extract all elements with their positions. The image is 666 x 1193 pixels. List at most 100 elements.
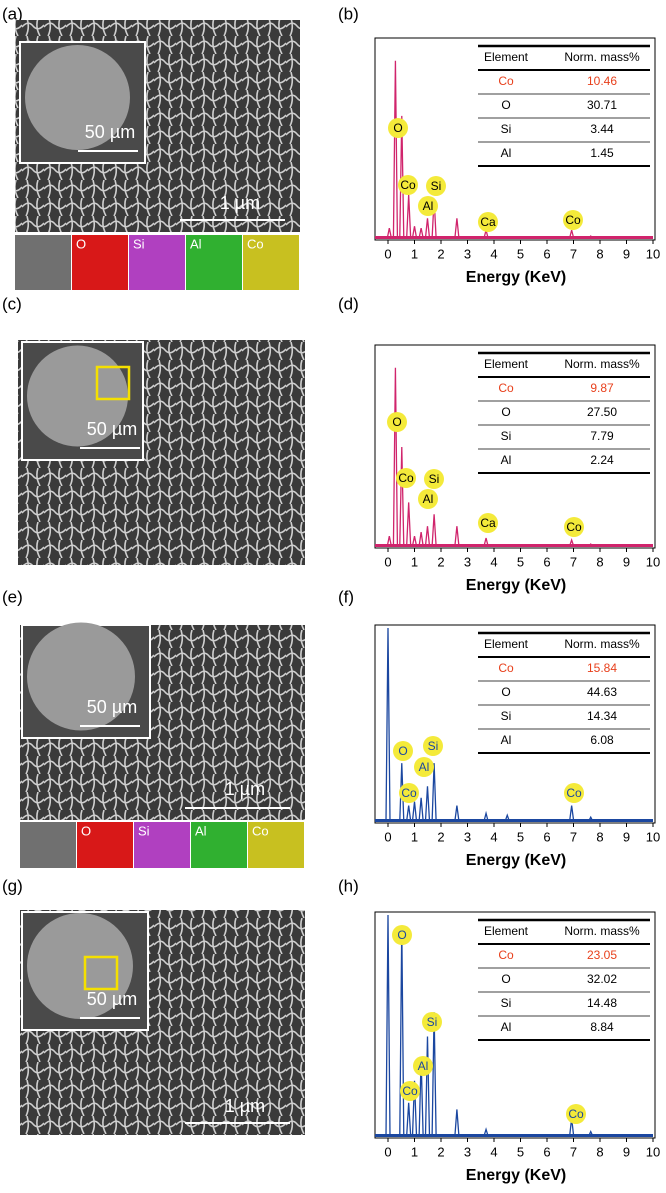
table-cell: 32.02 [587,972,617,986]
x-tick-label: 7 [570,829,577,844]
x-tick-label: 3 [464,554,471,569]
peak-label: O [398,744,407,758]
baseline [375,819,653,822]
baseline [375,1134,653,1137]
selection-box [95,365,131,401]
peak-marker [399,783,419,803]
map-label: Al [195,823,207,838]
table-cell: 3.44 [590,122,614,136]
peak-marker [418,196,438,216]
baseline [375,544,653,547]
x-tick-label: 10 [646,554,660,569]
peak-marker [418,489,438,509]
x-tick-label: 7 [570,554,577,569]
peak-marker [396,468,416,488]
table-cell: 27.50 [587,405,617,419]
x-tick-label: 9 [623,246,630,261]
x-tick-label: 3 [464,829,471,844]
map-tile [77,822,133,868]
spectrum [375,914,653,1137]
map-label: Co [247,236,264,251]
map-label: O [76,236,86,251]
map-tile [186,235,242,290]
x-tick-label: 2 [437,554,444,569]
x-tick-label: 6 [543,829,550,844]
peak-label: Co [568,1107,584,1121]
map-tile [72,235,128,290]
table-cell: 14.48 [587,996,617,1010]
particle [25,45,130,150]
plot-frame [374,911,656,1139]
peak-label: Co [566,786,582,800]
table-cell: 7.79 [590,429,614,443]
peak-label: Co [565,213,581,227]
map-label: O [81,823,91,838]
x-tick-label: 2 [437,1144,444,1159]
peak-marker [563,210,583,230]
peak-label: Co [566,520,582,534]
peak-label: Si [431,179,442,193]
table-header: Element [484,637,529,651]
panel-label: (g) [2,876,23,895]
x-tick-label: 1 [411,246,418,261]
x-tick-label: 5 [517,554,524,569]
table-cell: Co [498,381,514,395]
scale-label: 1 µm [225,1096,265,1116]
map-tile [129,235,185,290]
peak-marker [414,757,434,777]
peak-marker [423,736,443,756]
table-cell: 15.84 [587,661,617,675]
peak-marker [478,212,498,232]
peak-marker [388,118,408,138]
table-header: Element [484,357,529,371]
x-tick-label: 4 [490,829,497,844]
map-tile [20,822,76,868]
peak-marker [564,783,584,803]
table-cell: 6.08 [590,733,614,747]
peak-marker [398,175,418,195]
map-tile [243,235,299,290]
peak-label: Co [398,471,414,485]
x-tick-label: 1 [411,1144,418,1159]
x-tick-label: 5 [517,246,524,261]
peak-label: Al [423,199,434,213]
panel-label: (e) [2,587,23,606]
peak-marker [413,1056,433,1076]
table-cell: Al [501,146,512,160]
table-header: Norm. mass% [564,50,640,64]
peak-label: Al [418,1059,429,1073]
table-cell: Co [498,661,514,675]
x-tick-label: 8 [596,246,603,261]
x-axis-title: Energy (KeV) [466,852,566,869]
peak-label: Si [428,739,439,753]
peak-label: Co [401,786,417,800]
peak-label: Co [400,178,416,192]
x-tick-label: 10 [646,246,660,261]
x-tick-label: 0 [384,554,391,569]
x-tick-label: 1 [411,829,418,844]
baseline [375,236,653,239]
x-tick-label: 5 [517,1144,524,1159]
x-axis-title: Energy (KeV) [466,577,566,594]
scale-label: 1 µm [225,779,265,799]
x-tick-label: 7 [570,1144,577,1159]
panel-label: (d) [338,294,359,313]
x-tick-label: 7 [570,246,577,261]
plot-frame [374,37,656,241]
map-label: Co [252,823,269,838]
table-header: Element [484,50,529,64]
x-tick-label: 10 [646,1144,660,1159]
x-tick-label: 4 [490,1144,497,1159]
peak-marker [392,925,412,945]
table-cell: O [501,405,510,419]
table-cell: 8.84 [590,1020,614,1034]
peak-marker [478,513,498,533]
x-tick-label: 0 [384,246,391,261]
x-tick-label: 9 [623,554,630,569]
peak-label: Ca [480,516,496,530]
peak-marker [564,517,584,537]
map-tile [248,822,304,868]
table-cell: 14.34 [587,709,617,723]
x-tick-label: 9 [623,829,630,844]
